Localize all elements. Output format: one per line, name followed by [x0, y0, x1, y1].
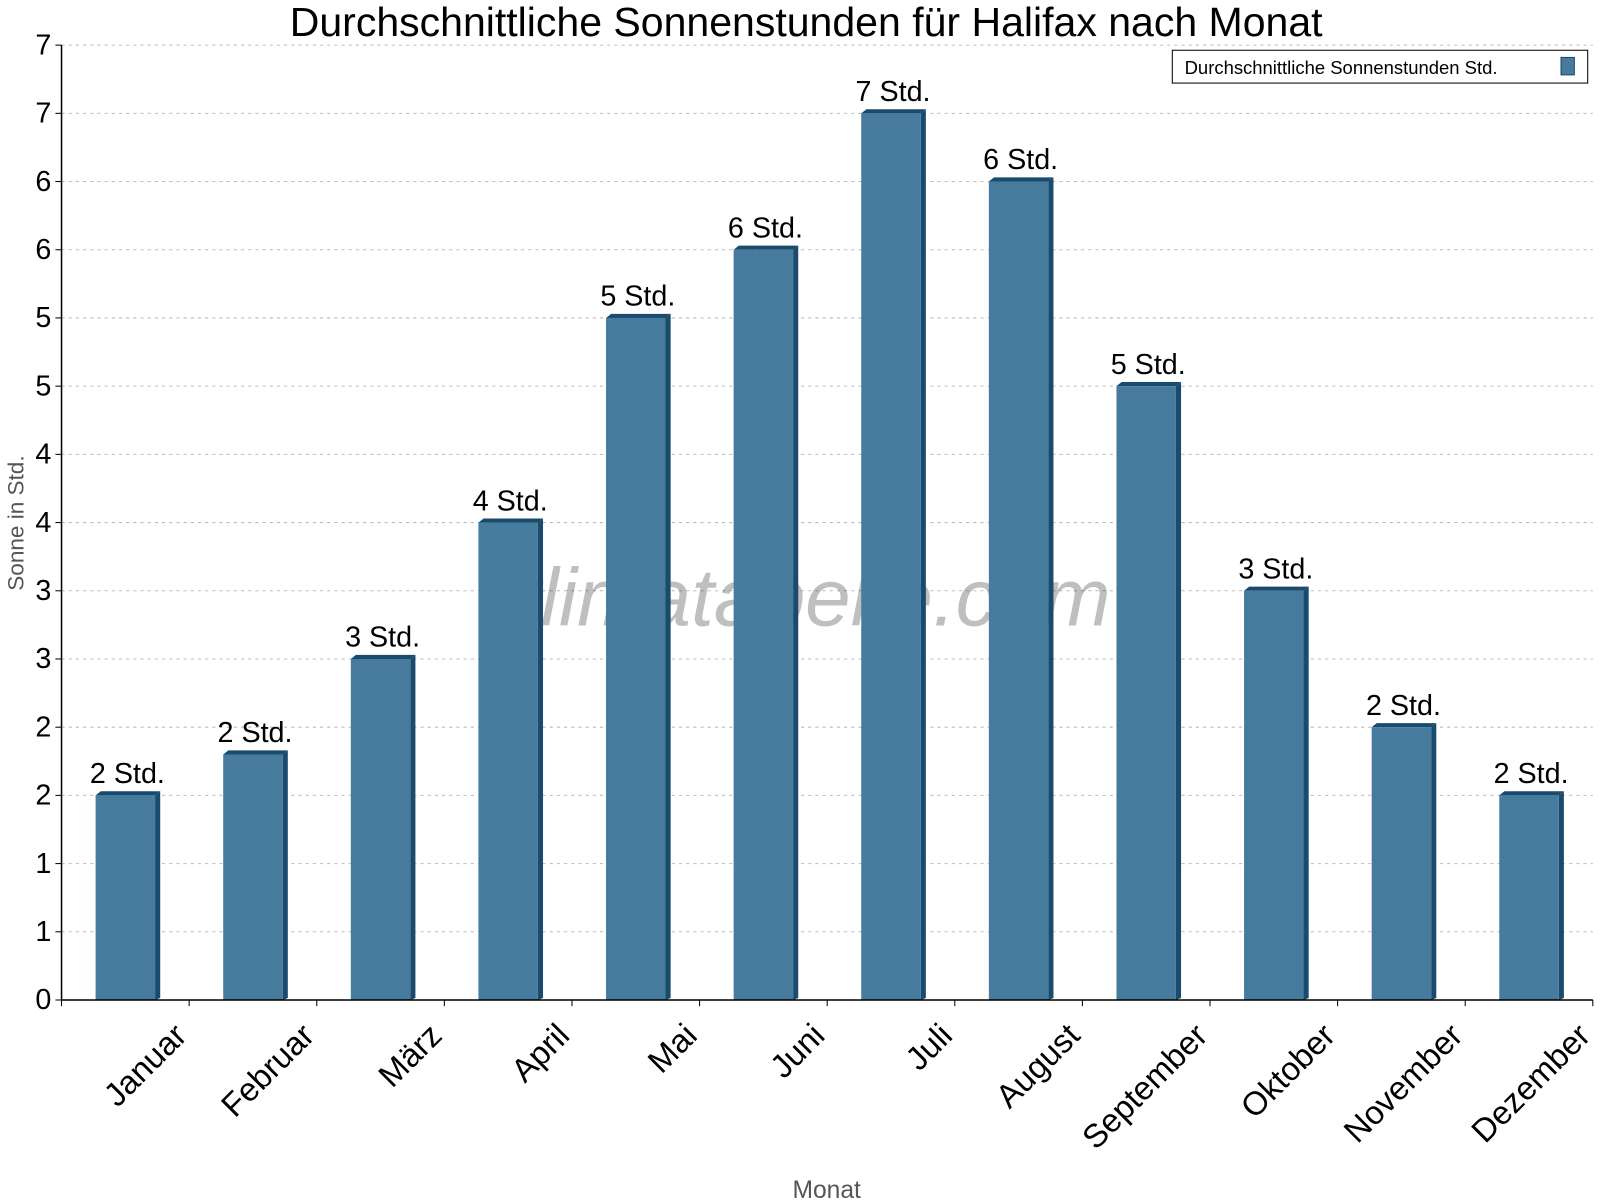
bar-top — [1116, 382, 1182, 387]
y-tick-label: 5 — [35, 370, 51, 402]
x-tick-label: Januar — [96, 1016, 193, 1113]
data-label: 3 Std. — [345, 622, 420, 654]
data-label: 2 Std. — [1366, 690, 1441, 722]
x-tick-label: Oktober — [1233, 1016, 1342, 1125]
y-tick-label: 6 — [35, 166, 51, 198]
bar-top — [1244, 586, 1309, 591]
bars: 2 Std. 2 Std. 3 Std. 4 Std. 5 Std. 6 Std. 7 St… — [90, 76, 1569, 1001]
bar-group: 3 Std. — [345, 622, 420, 1000]
y-tick-label: 2 — [35, 780, 51, 812]
bar-side — [155, 791, 161, 1000]
bar — [861, 113, 921, 1001]
bar — [223, 754, 283, 1000]
bar-top — [861, 109, 926, 114]
x-tick-label: April — [504, 1016, 577, 1089]
bar-group: 5 Std. — [1111, 349, 1186, 1001]
bar — [1499, 795, 1559, 1000]
chart-title: Durchschnittliche Sonnenstunden für Hali… — [290, 0, 1323, 45]
bar-side — [537, 518, 544, 1000]
y-tick-label: 7 — [35, 98, 51, 130]
bar-group: 2 Std. — [90, 758, 165, 1000]
bar-group: 6 Std. — [983, 144, 1058, 1001]
bar-top — [988, 177, 1054, 182]
data-label: 6 Std. — [728, 212, 803, 244]
legend-swatch — [1560, 56, 1575, 76]
data-label: 2 Std. — [1494, 758, 1569, 790]
bar-side — [1175, 382, 1182, 1000]
bar — [1371, 727, 1432, 1000]
y-tick-label: 4 — [35, 439, 51, 471]
data-label: 7 Std. — [856, 76, 931, 108]
y-tick-label: 6 — [35, 234, 51, 266]
y-tick-label: 2 — [35, 711, 51, 743]
y-tick-label: 5 — [35, 302, 51, 334]
bar-group: 7 Std. — [856, 76, 931, 1001]
bar-top — [606, 313, 671, 318]
bar-side — [1303, 586, 1309, 1000]
bar-top — [223, 750, 288, 755]
y-tick-label: 3 — [35, 575, 51, 607]
bar-group: 5 Std. — [600, 281, 675, 1000]
data-label: 4 Std. — [473, 485, 548, 517]
x-tick-label: August — [988, 1016, 1086, 1114]
bar-side — [665, 313, 671, 1000]
bar-group: 4 Std. — [473, 485, 548, 1000]
bar — [1244, 590, 1304, 1000]
bar-group: 2 Std. — [218, 717, 293, 1000]
bar — [733, 249, 794, 1000]
bar-group: 6 Std. — [728, 212, 803, 1001]
y-tick-label: 3 — [35, 643, 51, 675]
bar-top — [95, 791, 161, 796]
data-label: 2 Std. — [218, 717, 293, 749]
bar — [350, 658, 411, 1000]
x-tick-label: Dezember — [1464, 1016, 1597, 1149]
y-tick-label: 0 — [35, 984, 51, 1016]
y-tick-label: 1 — [35, 916, 51, 948]
bar-top — [350, 654, 416, 659]
y-tick-label: 1 — [35, 848, 51, 880]
bar-group: 3 Std. — [1238, 553, 1313, 1000]
legend: Durchschnittliche Sonnenstunden Std. — [1171, 49, 1589, 84]
bar — [606, 317, 666, 1000]
bar-top — [478, 518, 544, 523]
gridlines — [61, 44, 1593, 933]
bar-side — [282, 750, 288, 1000]
data-label: 5 Std. — [600, 281, 675, 313]
bar — [95, 795, 156, 1000]
y-axis-label: Sonne in Std. — [4, 455, 29, 590]
bar-top — [1371, 723, 1437, 728]
x-tick-label: Mai — [640, 1016, 704, 1080]
x-tick-label: Juni — [763, 1016, 832, 1085]
x-axis-label: Monat — [792, 1177, 861, 1200]
bar-side — [410, 654, 416, 1000]
x-tick-label: November — [1336, 1016, 1469, 1149]
data-label: 6 Std. — [983, 144, 1058, 176]
y-tick-label: 7 — [35, 29, 51, 61]
bar-group: 2 Std. — [1366, 690, 1441, 1000]
bar — [988, 181, 1049, 1001]
data-label: 5 Std. — [1111, 349, 1186, 381]
bar — [1116, 386, 1176, 1001]
data-label: 3 Std. — [1238, 553, 1313, 585]
y-tick-label: 4 — [35, 507, 51, 539]
bar-side — [1048, 177, 1054, 1000]
bar-top — [733, 245, 799, 250]
data-label: 2 Std. — [90, 758, 165, 790]
legend-label: Durchschnittliche Sonnenstunden Std. — [1185, 57, 1498, 78]
x-tick-label: Juli — [898, 1016, 959, 1077]
bar-side — [1558, 791, 1564, 1000]
x-tick-label: März — [371, 1016, 449, 1094]
bar-side — [1431, 723, 1437, 1000]
bar — [478, 522, 538, 1000]
bar-group: 2 Std. — [1494, 758, 1569, 1000]
bar-side — [793, 245, 799, 1001]
bar-side — [920, 109, 926, 1000]
x-tick-label: Februar — [214, 1016, 321, 1123]
bar-top — [1499, 791, 1564, 796]
x-tick-label: September — [1075, 1016, 1215, 1156]
